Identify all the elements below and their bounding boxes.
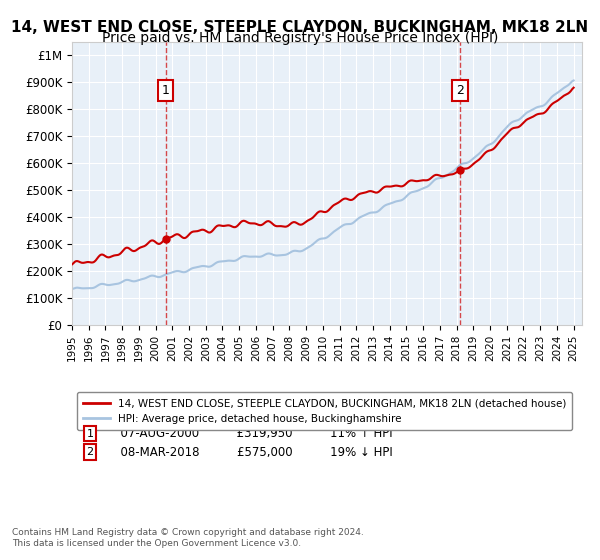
- Text: Contains HM Land Registry data © Crown copyright and database right 2024.
This d: Contains HM Land Registry data © Crown c…: [12, 528, 364, 548]
- Text: 14, WEST END CLOSE, STEEPLE CLAYDON, BUCKINGHAM, MK18 2LN: 14, WEST END CLOSE, STEEPLE CLAYDON, BUC…: [11, 20, 589, 35]
- Legend: 14, WEST END CLOSE, STEEPLE CLAYDON, BUCKINGHAM, MK18 2LN (detached house), HPI:: 14, WEST END CLOSE, STEEPLE CLAYDON, BUC…: [77, 392, 572, 430]
- Text: 1: 1: [86, 428, 94, 438]
- Text: 07-AUG-2000          £319,950          11% ↑ HPI: 07-AUG-2000 £319,950 11% ↑ HPI: [113, 427, 392, 440]
- Text: Price paid vs. HM Land Registry's House Price Index (HPI): Price paid vs. HM Land Registry's House …: [102, 31, 498, 45]
- Text: 1: 1: [162, 84, 170, 97]
- Text: 2: 2: [456, 84, 464, 97]
- Text: 08-MAR-2018          £575,000          19% ↓ HPI: 08-MAR-2018 £575,000 19% ↓ HPI: [113, 446, 392, 459]
- Text: 2: 2: [86, 447, 94, 457]
